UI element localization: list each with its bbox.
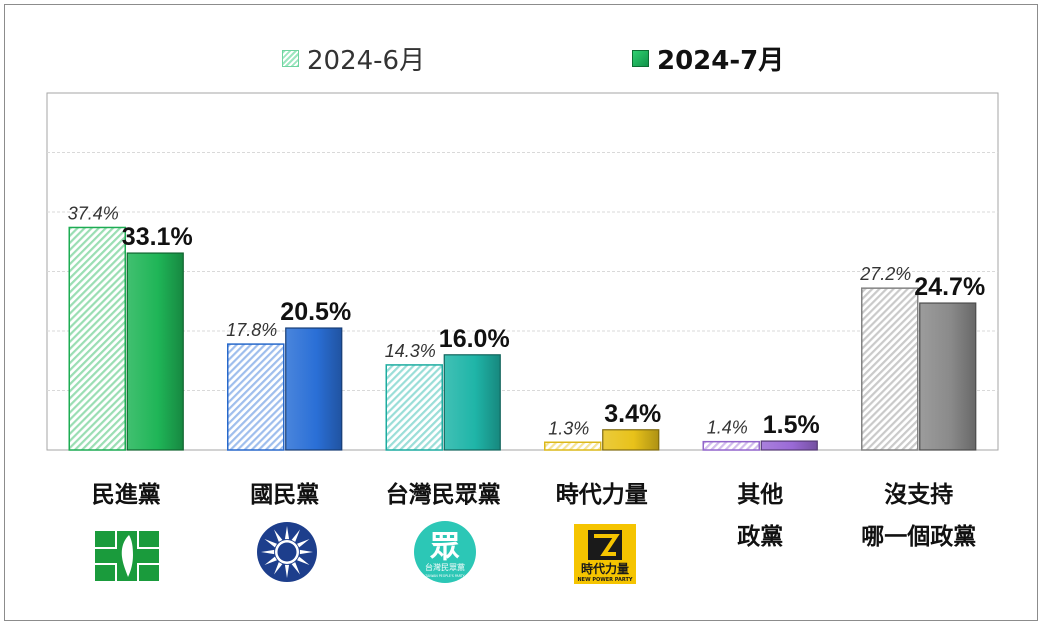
data-label-june-0: 37.4% — [68, 203, 119, 223]
data-label-july-1: 20.5% — [280, 298, 351, 326]
kmt-ray — [291, 529, 300, 542]
category-label-3: 時代力量 — [555, 482, 648, 508]
kmt-ray — [284, 564, 290, 578]
legend-label-june: 2024-6月 — [307, 45, 426, 76]
bar-june-2 — [385, 364, 443, 451]
tpp-logo-text: 台灣民眾黨 — [425, 562, 465, 572]
kmt-ray — [274, 529, 283, 542]
bar-june-1 — [227, 343, 285, 451]
kmt-ray — [261, 549, 275, 555]
kmt-logo-icon — [257, 522, 317, 582]
kmt-ray — [291, 562, 300, 575]
category-label-4: 其他 政黨 — [737, 482, 784, 550]
data-label-june-2: 14.3% — [385, 341, 436, 361]
data-label-july-3: 3.4% — [604, 400, 661, 428]
bar-july-5 — [919, 302, 977, 451]
bar-june-4 — [702, 440, 760, 451]
legend-swatch-july — [632, 49, 649, 67]
bar-july-0 — [126, 252, 184, 451]
npp-logo-sub: NEW POWER PARTY — [577, 577, 632, 583]
data-label-june-4: 1.4% — [707, 418, 748, 438]
bar-july-1 — [285, 327, 343, 451]
dpp-logo-icon — [95, 531, 159, 581]
data-label-july-2: 16.0% — [439, 325, 510, 353]
category-label-2: 台灣民眾黨 — [385, 482, 501, 508]
kmt-ray — [297, 556, 310, 565]
npp-logo-text: 時代力量 — [581, 561, 629, 576]
kmt-ray — [264, 556, 277, 565]
kmt-ray — [264, 539, 277, 548]
bar-july-3 — [602, 429, 660, 451]
legend-item-june: 2024-6月 — [282, 40, 425, 76]
kmt-ray — [274, 562, 283, 575]
kmt-ray — [297, 539, 310, 548]
category-label-1: 國民黨 — [250, 482, 320, 508]
data-label-june-1: 17.8% — [226, 320, 277, 340]
category-label-5: 沒支持 哪一個政黨 — [861, 482, 977, 550]
legend-label-july: 2024-7月 — [657, 45, 785, 76]
bar-june-3 — [544, 441, 602, 451]
kmt-ray — [284, 526, 290, 540]
legend-swatch-june — [282, 49, 299, 67]
tpp-logo-icon: 眾 台灣民眾黨 TAIWAN PEOPLE'S PARTY — [414, 521, 476, 583]
bar-july-2 — [443, 354, 501, 451]
tpp-logo-char: 眾 — [429, 530, 460, 565]
kmt-ray — [299, 549, 313, 555]
npp-logo-icon: 時代力量 NEW POWER PARTY — [574, 524, 636, 584]
data-label-july-0: 33.1% — [122, 223, 193, 251]
category-label-0: 民進黨 — [91, 482, 161, 508]
data-label-july-5: 24.7% — [914, 273, 985, 301]
legend: 2024-6月 2024-7月 — [0, 40, 1044, 76]
bar-july-4 — [760, 440, 818, 451]
data-label-june-3: 1.3% — [548, 418, 589, 438]
tpp-logo-sub: TAIWAN PEOPLE'S PARTY — [424, 574, 464, 578]
data-label-june-5: 27.2% — [859, 264, 911, 284]
data-label-july-4: 1.5% — [763, 411, 820, 439]
bar-june-5 — [861, 287, 919, 451]
legend-item-july: 2024-7月 — [632, 40, 784, 76]
bar-june-0 — [68, 226, 126, 451]
